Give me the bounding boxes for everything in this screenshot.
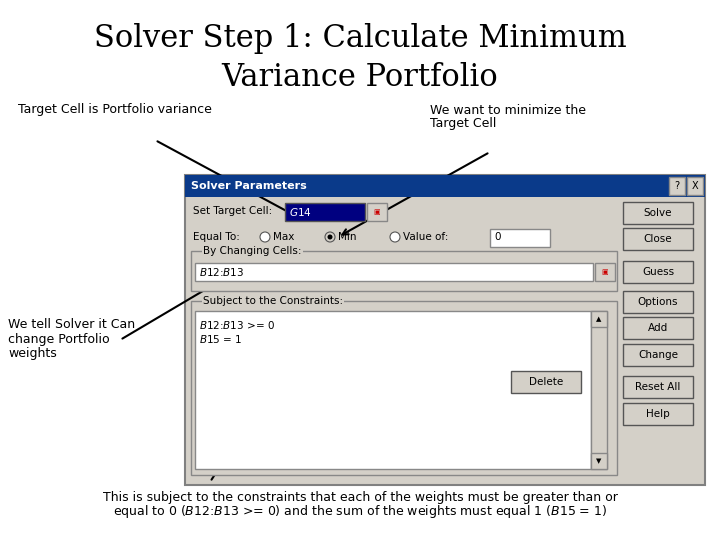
Text: X: X: [692, 181, 698, 191]
Circle shape: [328, 234, 333, 240]
Text: Variance Portfolio: Variance Portfolio: [222, 63, 498, 93]
Text: Solve: Solve: [644, 208, 672, 218]
Text: ?: ?: [675, 181, 680, 191]
Text: This is subject to the constraints that each of the weights must be greater than: This is subject to the constraints that …: [102, 491, 618, 504]
Bar: [191, 251, 617, 291]
Circle shape: [260, 232, 270, 242]
Bar: [687, 177, 703, 195]
Text: Change: Change: [638, 350, 678, 360]
Text: $B$15 = 1: $B$15 = 1: [199, 333, 242, 345]
Text: $B$12:$B$13: $B$12:$B$13: [199, 266, 244, 278]
Text: By Changing Cells:: By Changing Cells:: [203, 246, 302, 256]
Text: Solver Parameters: Solver Parameters: [191, 181, 307, 191]
Text: We want to minimize the: We want to minimize the: [430, 104, 586, 117]
Bar: [591, 453, 607, 469]
Bar: [669, 177, 685, 195]
Bar: [595, 263, 615, 281]
Text: ▼: ▼: [596, 458, 602, 464]
Bar: [623, 261, 693, 283]
Text: Solver Step 1: Calculate Minimum: Solver Step 1: Calculate Minimum: [94, 23, 626, 53]
Bar: [195, 263, 593, 281]
Text: Equal To:: Equal To:: [193, 232, 240, 242]
Bar: [185, 175, 705, 485]
Text: Options: Options: [638, 297, 678, 307]
Bar: [623, 291, 693, 313]
Text: change Portfolio: change Portfolio: [8, 333, 109, 346]
Bar: [191, 301, 617, 475]
Text: Reset All: Reset All: [635, 382, 680, 392]
Text: ▣: ▣: [602, 269, 608, 275]
Circle shape: [325, 232, 335, 242]
Text: Target Cell: Target Cell: [430, 118, 496, 131]
Bar: [623, 344, 693, 366]
Text: Help: Help: [646, 409, 670, 419]
Bar: [490, 229, 550, 247]
Text: Target Cell is Portfolio variance: Target Cell is Portfolio variance: [18, 104, 212, 117]
Bar: [623, 376, 693, 398]
Text: $G$14: $G$14: [289, 206, 312, 218]
Bar: [591, 311, 607, 469]
Bar: [185, 175, 705, 197]
Bar: [623, 228, 693, 250]
Bar: [511, 371, 581, 393]
Text: Subject to the Constraints:: Subject to the Constraints:: [203, 296, 343, 306]
Text: Delete: Delete: [529, 377, 563, 387]
Text: Close: Close: [644, 234, 672, 244]
Text: Guess: Guess: [642, 267, 674, 277]
Text: ▲: ▲: [596, 316, 602, 322]
Text: $B$12:$B$13 >= 0: $B$12:$B$13 >= 0: [199, 319, 275, 331]
Text: We tell Solver it Can: We tell Solver it Can: [8, 319, 135, 332]
Text: Value of:: Value of:: [403, 232, 449, 242]
Bar: [623, 403, 693, 425]
Text: Add: Add: [648, 323, 668, 333]
Bar: [623, 202, 693, 224]
Text: Max: Max: [273, 232, 294, 242]
Text: Min: Min: [338, 232, 356, 242]
Text: 0: 0: [494, 232, 500, 242]
Text: weights: weights: [8, 347, 57, 360]
Bar: [195, 311, 591, 469]
Bar: [367, 203, 387, 221]
Text: ▣: ▣: [374, 209, 380, 215]
Bar: [285, 203, 365, 221]
Circle shape: [390, 232, 400, 242]
Bar: [623, 317, 693, 339]
Text: Set Target Cell:: Set Target Cell:: [193, 206, 272, 216]
Bar: [591, 311, 607, 327]
Text: equal to 0 ($B$12:$B$13 >= 0) and the sum of the weights must equal 1 ($B$15 = 1: equal to 0 ($B$12:$B$13 >= 0) and the su…: [113, 503, 607, 521]
